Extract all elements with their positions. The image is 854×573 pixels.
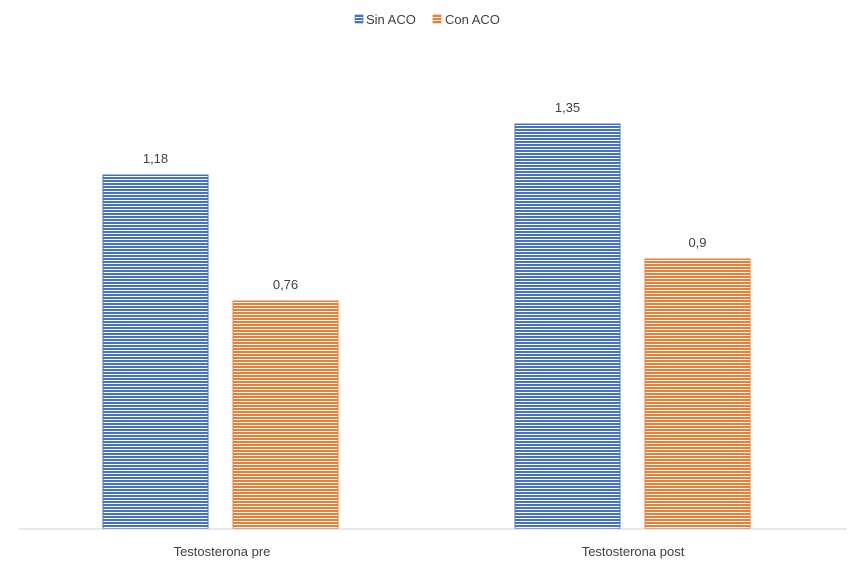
bar-sin-aco-testosterona-post[interactable] <box>514 123 621 530</box>
legend-item-sin-aco[interactable]: Sin ACO <box>354 12 416 27</box>
data-label-con-aco-testosterona-post: 0,9 <box>688 235 706 250</box>
bar-con-aco-testosterona-post[interactable] <box>644 258 751 530</box>
x-axis-tick-labels: Testosterona pre Testosterona post <box>174 544 685 559</box>
data-label-sin-aco-testosterona-post: 1,35 <box>555 100 580 115</box>
bar-sin-aco-testosterona-pre[interactable] <box>102 174 209 530</box>
bar-con-aco-testosterona-pre[interactable] <box>232 300 339 530</box>
legend-swatch-sin-aco <box>354 14 364 24</box>
data-label-con-aco-testosterona-pre: 0,76 <box>273 277 298 292</box>
legend: Sin ACO Con ACO <box>354 12 500 27</box>
x-tick-label-testosterona-post: Testosterona post <box>582 544 685 559</box>
legend-item-con-aco[interactable]: Con ACO <box>432 12 500 27</box>
data-labels: 1,18 0,76 1,35 0,9 <box>143 100 707 292</box>
legend-label-con-aco: Con ACO <box>445 12 500 27</box>
legend-swatch-con-aco <box>432 14 442 24</box>
data-label-sin-aco-testosterona-pre: 1,18 <box>143 151 168 166</box>
x-tick-label-testosterona-pre: Testosterona pre <box>174 544 271 559</box>
legend-label-sin-aco: Sin ACO <box>366 12 416 27</box>
bars <box>102 123 751 530</box>
